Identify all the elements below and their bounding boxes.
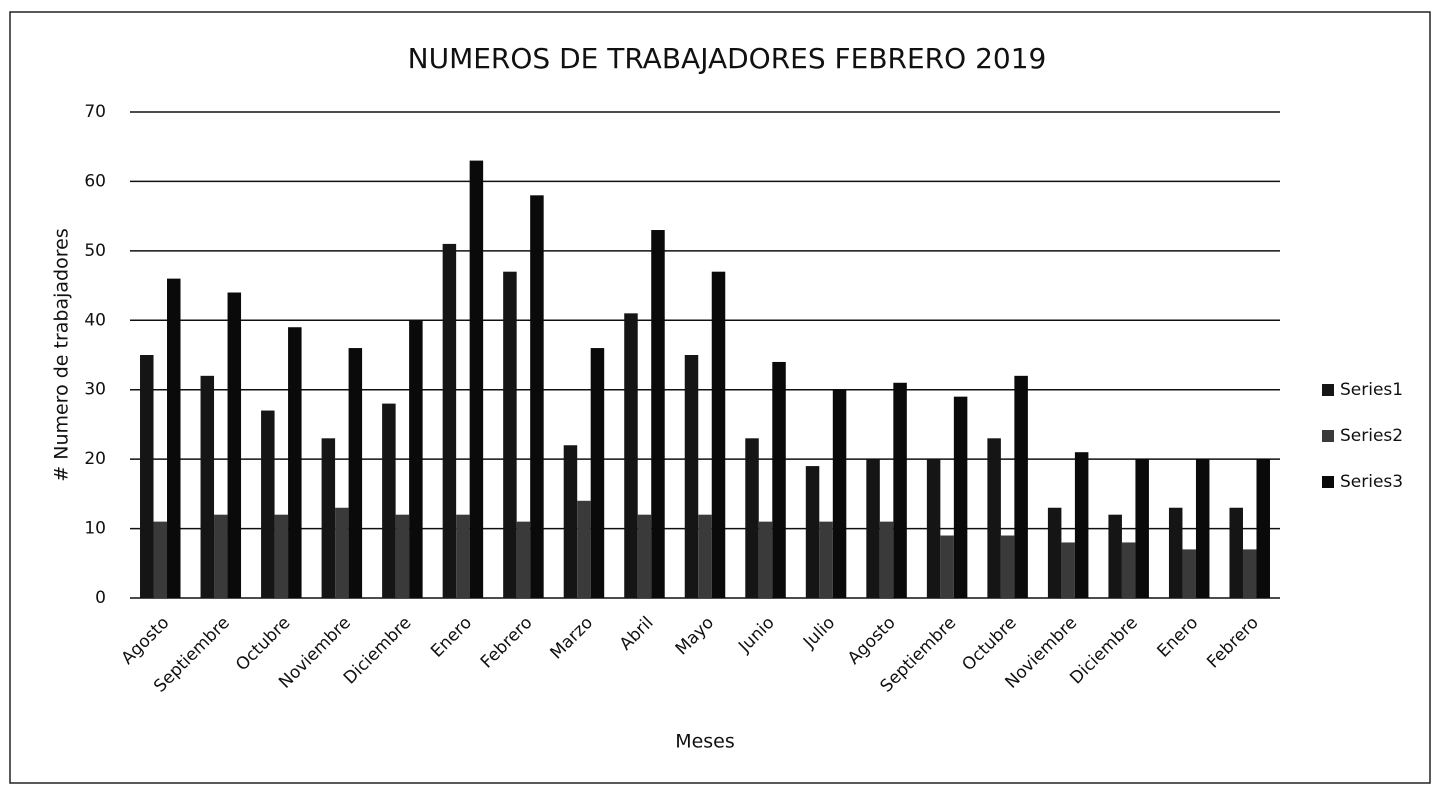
bar: [348, 348, 363, 598]
legend-label: Series2: [1340, 426, 1403, 446]
legend-label: Series3: [1340, 472, 1403, 492]
y-axis-title: # Numero de trabajadores: [51, 228, 73, 481]
bar: [288, 327, 302, 598]
bar: [1108, 514, 1122, 598]
bar: [940, 535, 954, 598]
bar: [684, 355, 699, 598]
y-tick-label: 30: [84, 380, 106, 400]
bar: [563, 445, 578, 598]
bar: [819, 521, 833, 598]
x-tick-label: Julio: [799, 613, 839, 653]
x-tick-label: Junio: [734, 613, 778, 657]
chart-title: NUMEROS DE TRABAJADORES FEBRERO 2019: [408, 42, 1047, 75]
x-tick-label: Enero: [427, 613, 476, 662]
bar: [745, 438, 759, 598]
bar: [590, 348, 605, 598]
bar: [503, 271, 517, 598]
x-tick-label: Agosto: [118, 613, 174, 669]
x-tick-label: Febrero: [1203, 613, 1263, 673]
bar: [953, 396, 968, 598]
bar: [167, 278, 181, 598]
bar: [866, 459, 880, 598]
x-tick-label: Enero: [1153, 613, 1202, 662]
x-tick-label: Agosto: [844, 613, 900, 669]
bar: [758, 521, 773, 598]
bar: [1182, 549, 1196, 598]
bar: [395, 514, 410, 598]
y-tick-label: 40: [84, 310, 106, 330]
x-tick-label: Febrero: [477, 613, 537, 673]
bar: [153, 521, 168, 598]
legend-label: Series1: [1340, 380, 1403, 400]
bar: [214, 514, 228, 598]
bar: [1135, 459, 1149, 598]
legend-swatch: [1322, 384, 1334, 396]
y-tick-label: 70: [84, 102, 106, 122]
bar: [577, 500, 591, 598]
x-tick-label: Octubre: [958, 613, 1020, 675]
legend-swatch: [1322, 430, 1334, 442]
bar: [651, 230, 665, 598]
x-axis-title: Meses: [675, 731, 735, 753]
bar: [442, 243, 457, 598]
x-tick-label: Octubre: [232, 613, 294, 675]
bar: [1000, 535, 1015, 598]
bar: [1242, 549, 1257, 598]
y-tick-label: 10: [84, 519, 106, 539]
bar: [382, 403, 396, 598]
bar: [274, 514, 289, 598]
bar: [772, 361, 786, 598]
bar: [1121, 542, 1136, 598]
bar: [1047, 507, 1062, 598]
bar: [805, 466, 820, 598]
bar: [879, 521, 894, 598]
x-tick-label: Marzo: [547, 613, 597, 663]
bar: [321, 438, 336, 598]
bar: [1256, 459, 1270, 598]
bar: [987, 438, 1001, 598]
y-tick-label: 20: [84, 449, 106, 469]
bar: [1061, 542, 1075, 598]
bar: [1168, 507, 1183, 598]
bar: [140, 355, 154, 598]
bar: [409, 320, 423, 598]
chart-frame: [9, 11, 1431, 784]
bar: [530, 195, 544, 599]
bar: [698, 514, 712, 598]
y-tick-label: 60: [84, 171, 106, 191]
bar: [261, 410, 275, 598]
bar: [1014, 375, 1028, 598]
bar: [227, 292, 242, 598]
bar: [711, 271, 726, 598]
bar: [893, 382, 907, 598]
y-tick-label: 50: [84, 241, 106, 261]
legend-swatch: [1322, 476, 1334, 488]
bar: [1229, 507, 1243, 598]
bar: [456, 514, 470, 598]
bar: [624, 313, 638, 598]
bar: [832, 389, 847, 598]
bar: [516, 521, 531, 598]
bar: [1074, 452, 1089, 598]
bar: [1195, 459, 1210, 598]
bar: [200, 375, 215, 598]
x-tick-label: Abril: [616, 613, 658, 655]
bar: [335, 507, 349, 598]
y-tick-label: 0: [95, 588, 106, 608]
x-tick-label: Mayo: [672, 613, 718, 659]
bar: [637, 514, 652, 598]
bar: [926, 459, 941, 598]
bar: [469, 160, 484, 598]
